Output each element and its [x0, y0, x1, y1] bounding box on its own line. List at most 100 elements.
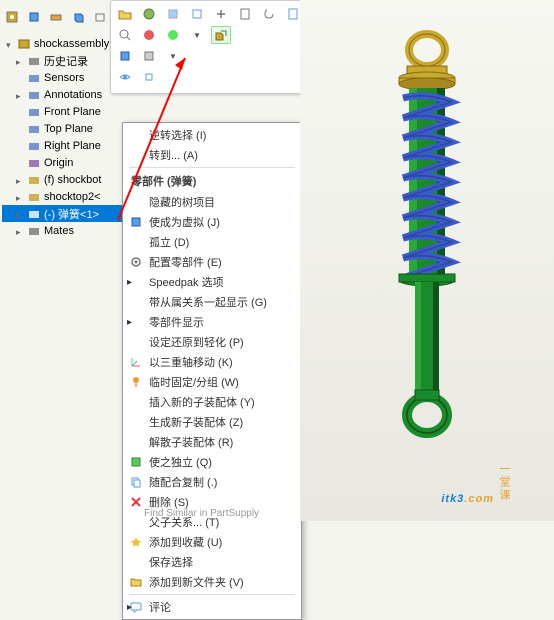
context-menu-item[interactable]: 零部件显示 ▸: [123, 312, 301, 332]
context-menu-label: 解散子装配体 (R): [149, 434, 295, 450]
tree-item[interactable]: (f) shockbot: [2, 171, 122, 188]
dropdown-icon[interactable]: ▼: [187, 26, 207, 44]
tree-item-label: (f) shockbot: [44, 174, 101, 186]
context-menu-item[interactable]: Speedpak 选项 ▸: [123, 272, 301, 292]
tree-item[interactable]: 历史记录: [2, 52, 122, 69]
attach-icon[interactable]: [259, 5, 279, 23]
tree-item-label: Mates: [44, 225, 74, 237]
context-menu-label: 配置零部件 (E): [149, 254, 295, 270]
context-menu-item[interactable]: 评论▸: [123, 597, 301, 617]
context-menu-item[interactable]: 随配合复制 (.): [123, 472, 301, 492]
context-menu-label: 逆转选择 (I): [149, 127, 295, 143]
context-menu: 逆转选择 (I) 转到... (A) 零部件 (弹簧) 隐藏的树项目使成为虚拟 (…: [122, 122, 302, 620]
context-menu-item[interactable]: 孤立 (D): [123, 232, 301, 252]
context-menu-item[interactable]: 设定还原到轻化 (P): [123, 332, 301, 352]
tree-item[interactable]: Top Plane: [2, 120, 122, 137]
context-menu-item[interactable]: 临时固定/分组 (W): [123, 372, 301, 392]
graphics-viewport[interactable]: itk3.com 一堂课: [300, 0, 554, 521]
submenu-arrow-icon: ▸: [127, 277, 132, 288]
context-menu-label: 随配合复制 (.): [149, 474, 295, 490]
mate-icon[interactable]: [211, 5, 231, 23]
context-menu-item[interactable]: 带从属关系一起显示 (G): [123, 292, 301, 312]
tb-cube-icon[interactable]: [24, 8, 44, 26]
color-icon[interactable]: [163, 26, 183, 44]
context-menu-label: 评论: [149, 599, 295, 615]
context-menu-item[interactable]: 逆转选择 (I): [123, 125, 301, 145]
blank-icon: [127, 127, 145, 143]
find-similar-text[interactable]: Find Similar in PartSupply: [144, 508, 259, 519]
context-menu-label: 以三重轴移动 (K): [149, 354, 295, 370]
context-menu-label: 孤立 (D): [149, 234, 295, 250]
context-menu-label: 零部件显示: [149, 314, 295, 330]
tb-config-icon[interactable]: [2, 8, 22, 26]
context-menu-label: 使之独立 (Q): [149, 454, 295, 470]
tree-item-label: 历史记录: [44, 53, 88, 69]
tree-item[interactable]: Mates: [2, 222, 122, 239]
context-menu-item[interactable]: 配置零部件 (E): [123, 252, 301, 272]
triad-icon: [127, 354, 145, 370]
star-icon: [127, 534, 145, 550]
blank-icon: [127, 394, 145, 410]
feature-tree: shockassembly 历史记录SensorsAnnotations Fron…: [2, 35, 122, 239]
context-menu-item[interactable]: 隐藏的树项目: [123, 192, 301, 212]
context-menu-item[interactable]: 生成新子装配体 (Z): [123, 412, 301, 432]
context-menu-header: 零部件 (弹簧): [123, 170, 301, 192]
tb-clip-icon[interactable]: [90, 8, 110, 26]
context-menu-label: Speedpak 选项: [149, 274, 295, 290]
notes-icon[interactable]: [235, 5, 255, 23]
blank-icon: [127, 194, 145, 210]
blank-icon: [127, 414, 145, 430]
tb-cube2-icon[interactable]: [68, 8, 88, 26]
wireframe-icon[interactable]: [187, 5, 207, 23]
edit-part-icon[interactable]: [211, 26, 231, 44]
context-menu-label: 添加到收藏 (U): [149, 534, 295, 550]
tree-item[interactable]: (-) 弹簧<1>: [2, 205, 122, 222]
float-icon[interactable]: [139, 68, 159, 86]
open-icon[interactable]: [115, 5, 135, 23]
tree-item[interactable]: shocktop2<: [2, 188, 122, 205]
tree-item-label: Front Plane: [44, 106, 101, 118]
context-menu-item[interactable]: 保存选择: [123, 552, 301, 572]
context-menu-label: 临时固定/分组 (W): [149, 374, 295, 390]
tb-eye-icon[interactable]: [46, 8, 66, 26]
context-menu-item[interactable]: 使之独立 (Q): [123, 452, 301, 472]
context-menu-label: 转到... (A): [149, 147, 295, 163]
shock-absorber-model: [367, 20, 487, 460]
tree-item-label: Origin: [44, 157, 73, 169]
corner-icon[interactable]: ▼: [163, 47, 183, 65]
context-menu-label: 保存选择: [149, 554, 295, 570]
tree-item-label: (-) 弹簧<1>: [44, 206, 99, 222]
context-menu-label: 插入新的子装配体 (Y): [149, 394, 295, 410]
cube-green-icon: [127, 454, 145, 470]
context-menu-item[interactable]: 转到... (A): [123, 145, 301, 165]
context-menu-label: 添加到新文件夹 (V): [149, 574, 295, 590]
context-menu-item[interactable]: 使成为虚拟 (J): [123, 212, 301, 232]
context-menu-item[interactable]: 添加到收藏 (U): [123, 532, 301, 552]
isolate-icon[interactable]: [139, 47, 159, 65]
tree-item[interactable]: Front Plane: [2, 103, 122, 120]
tree-item[interactable]: Origin: [2, 154, 122, 171]
tree-item-label: shocktop2<: [44, 191, 101, 203]
folder-icon: [127, 574, 145, 590]
virtual-icon[interactable]: [139, 5, 159, 23]
blank-icon: [127, 514, 145, 530]
blank-icon: [127, 334, 145, 350]
tree-item[interactable]: Sensors: [2, 69, 122, 86]
watermark: itk3.com 一堂课: [441, 463, 544, 509]
context-menu-item[interactable]: 插入新的子装配体 (Y): [123, 392, 301, 412]
tree-item[interactable]: Annotations: [2, 86, 122, 103]
appearance-icon[interactable]: [139, 26, 159, 44]
blank-icon: [127, 147, 145, 163]
context-menu-item[interactable]: 以三重轴移动 (K): [123, 352, 301, 372]
transparency-icon[interactable]: [163, 5, 183, 23]
tree-root[interactable]: shockassembly: [2, 35, 122, 52]
blank-icon: [127, 434, 145, 450]
submenu-arrow-icon: ▸: [127, 317, 132, 328]
context-menu-label: 使成为虚拟 (J): [149, 214, 295, 230]
tree-item[interactable]: Right Plane: [2, 137, 122, 154]
context-menu-item[interactable]: 解散子装配体 (R): [123, 432, 301, 452]
context-menu-label: 带从属关系一起显示 (G): [149, 294, 295, 310]
context-menu-label: 隐藏的树项目: [149, 194, 295, 210]
floating-toolbar: ▼ ▼: [110, 0, 308, 94]
context-menu-item[interactable]: 添加到新文件夹 (V): [123, 572, 301, 592]
